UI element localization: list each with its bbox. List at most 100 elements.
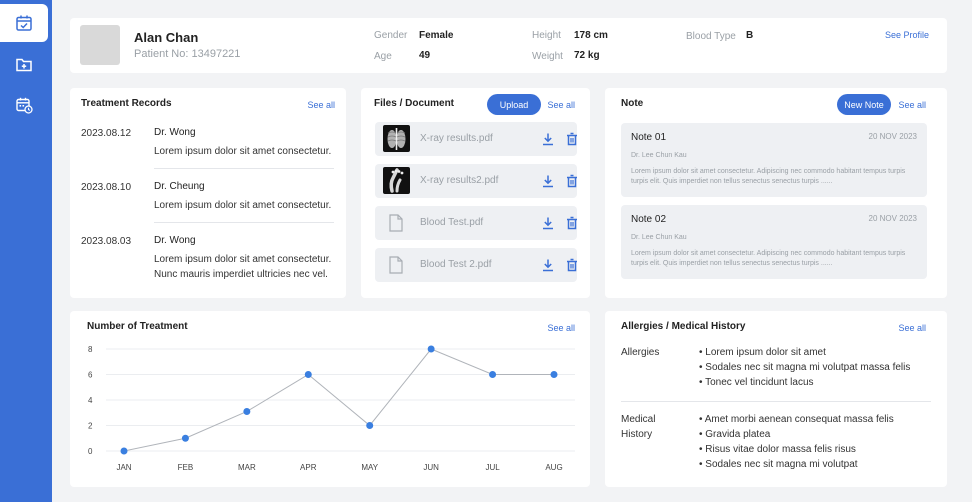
x-tick-label: APR xyxy=(300,463,317,472)
x-tick-label: AUG xyxy=(545,463,562,472)
patient-number: Patient No: 13497221 xyxy=(134,48,241,60)
y-tick-label: 0 xyxy=(88,447,93,456)
chart-see-all-link[interactable]: See all xyxy=(547,323,575,333)
calendar-clock-icon xyxy=(16,97,33,114)
gender-label: Gender xyxy=(374,30,408,41)
x-tick-label: JAN xyxy=(116,463,131,472)
download-icon[interactable] xyxy=(541,216,555,230)
upload-button[interactable]: Upload xyxy=(487,94,541,115)
avatar xyxy=(80,25,120,65)
weight-value: 72 kg xyxy=(574,50,600,61)
series-line xyxy=(123,348,554,452)
divider xyxy=(621,401,931,402)
x-tick-label: MAR xyxy=(238,463,256,472)
record-description: Lorem ipsum dolor sit amet consectetur. xyxy=(154,254,332,265)
allergies-label: Allergies xyxy=(621,347,660,358)
chart-title: Number of Treatment xyxy=(87,321,188,332)
y-tick-label: 2 xyxy=(88,422,93,431)
blood-type-value: B xyxy=(746,30,754,41)
file-name: Blood Test.pdf xyxy=(420,217,484,228)
files-card: Files / Document Upload See all X-ray re… xyxy=(361,88,590,298)
list-item: Sodales nec sit magna mi volutpat xyxy=(699,457,894,472)
y-tick-label: 8 xyxy=(88,345,93,354)
list-item: Tonec vel tincidunt lacus xyxy=(699,375,910,390)
medical-history-list: Amet morbi aenean consequat massa felis … xyxy=(699,412,894,472)
treatment-see-all-link[interactable]: See all xyxy=(307,100,335,110)
y-tick-label: 4 xyxy=(88,396,93,405)
x-tick-label: FEB xyxy=(178,463,194,472)
data-point xyxy=(243,407,251,415)
trash-icon[interactable] xyxy=(565,132,579,146)
note-body: Lorem ipsum dolor sit amet consectetur. … xyxy=(631,250,906,267)
gender-value: Female xyxy=(419,30,454,41)
record-date: 2023.08.03 xyxy=(81,236,132,247)
see-profile-link[interactable]: See Profile xyxy=(884,30,929,40)
trash-icon[interactable] xyxy=(565,258,579,272)
new-note-button[interactable]: New Note xyxy=(837,94,891,115)
patient-header: Alan Chan Patient No: 13497221 Gender Fe… xyxy=(70,18,947,73)
treatment-records-title: Treatment Records xyxy=(81,98,172,109)
age-label: Age xyxy=(374,51,392,62)
file-icon xyxy=(389,214,403,232)
note-card[interactable]: Note 01 20 NOV 2023 Dr. Lee Chun Kau Lor… xyxy=(621,123,927,197)
divider xyxy=(154,168,334,169)
trash-icon[interactable] xyxy=(565,216,579,230)
list-item: Lorem ipsum dolor sit amet xyxy=(699,345,910,360)
record-date: 2023.08.10 xyxy=(81,182,132,193)
note-title: Note 02 xyxy=(631,214,667,225)
calendar-check-icon xyxy=(16,15,32,31)
y-tick-label: 6 xyxy=(88,371,93,380)
data-point xyxy=(427,345,435,353)
list-item: Risus vitae dolor massa felis risus xyxy=(699,442,894,457)
height-label: Height xyxy=(532,30,561,41)
file-row[interactable]: Blood Test.pdf xyxy=(375,206,577,240)
medical-history-label: History xyxy=(621,429,653,440)
divider xyxy=(154,222,334,223)
age-value: 49 xyxy=(419,50,431,61)
files-see-all-link[interactable]: See all xyxy=(547,100,575,110)
download-icon[interactable] xyxy=(541,174,555,188)
file-icon xyxy=(389,256,403,274)
file-name: X-ray results.pdf xyxy=(420,133,493,144)
patient-name: Alan Chan xyxy=(134,30,199,45)
file-row[interactable]: Blood Test 2.pdf xyxy=(375,248,577,282)
blood-type-label: Blood Type xyxy=(686,31,736,42)
record-date: 2023.08.12 xyxy=(81,128,132,139)
files-title: Files / Document xyxy=(374,98,455,109)
treatment-chart-card: Number of Treatment See all 0 2 4 6 8 JAN FEB M… xyxy=(70,311,590,487)
note-body: Lorem ipsum dolor sit amet consectetur. … xyxy=(631,168,906,185)
treatment-records-card: Treatment Records See all 2023.08.12 Dr.… xyxy=(70,88,346,298)
trash-icon[interactable] xyxy=(565,174,579,188)
sidebar-item-appointments[interactable] xyxy=(0,4,48,42)
xray-foot-thumbnail xyxy=(383,167,410,194)
file-name: X-ray results2.pdf xyxy=(420,175,499,186)
file-row[interactable]: X-ray results.pdf xyxy=(375,122,577,156)
note-title: Note 01 xyxy=(631,132,667,143)
file-row[interactable]: X-ray results2.pdf xyxy=(375,164,577,198)
note-card[interactable]: Note 02 20 NOV 2023 Dr. Lee Chun Kau Lor… xyxy=(621,205,927,279)
record-description: Lorem ipsum dolor sit amet consectetur. xyxy=(154,200,332,211)
record-doctor: Dr. Wong xyxy=(154,127,196,138)
notes-title: Note xyxy=(621,98,644,109)
download-icon[interactable] xyxy=(541,258,555,272)
data-point xyxy=(550,371,558,378)
x-tick-label: JUN xyxy=(423,463,439,472)
note-author: Dr. Lee Chun Kau xyxy=(631,152,687,159)
record-doctor: Dr. Cheung xyxy=(154,181,205,192)
allergies-see-all-link[interactable]: See all xyxy=(898,323,926,333)
sidebar-item-records[interactable] xyxy=(0,45,48,83)
record-doctor: Dr. Wong xyxy=(154,235,196,246)
record-description: Lorem ipsum dolor sit amet consectetur. xyxy=(154,146,332,157)
sidebar xyxy=(0,0,52,502)
allergies-list: Lorem ipsum dolor sit amet Sodales nec s… xyxy=(699,345,910,390)
notes-see-all-link[interactable]: See all xyxy=(898,100,926,110)
note-author: Dr. Lee Chun Kau xyxy=(631,234,687,241)
note-date: 20 NOV 2023 xyxy=(868,132,917,141)
x-tick-label: JUL xyxy=(485,463,500,472)
data-point xyxy=(181,434,189,442)
data-point xyxy=(120,447,128,455)
folder-add-icon xyxy=(16,58,32,72)
download-icon[interactable] xyxy=(541,132,555,146)
weight-label: Weight xyxy=(532,51,563,62)
sidebar-item-schedule[interactable] xyxy=(0,86,48,124)
